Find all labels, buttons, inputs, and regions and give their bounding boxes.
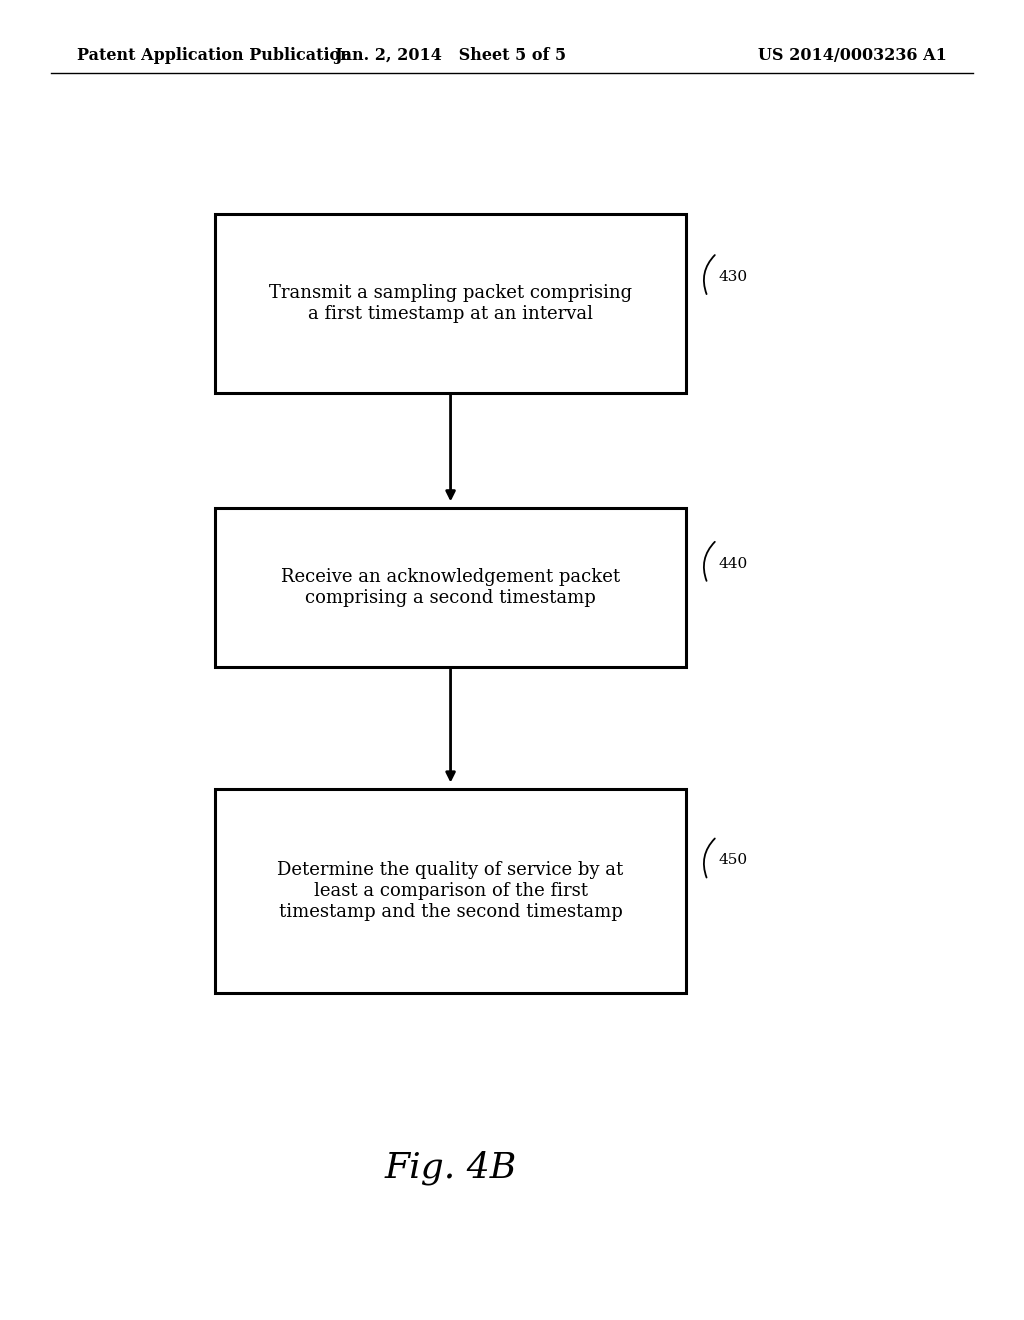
Text: Receive an acknowledgement packet
comprising a second timestamp: Receive an acknowledgement packet compri… <box>281 568 621 607</box>
Text: Jan. 2, 2014   Sheet 5 of 5: Jan. 2, 2014 Sheet 5 of 5 <box>335 48 566 63</box>
Bar <box>215 214 686 393</box>
Text: US 2014/0003236 A1: US 2014/0003236 A1 <box>759 48 947 63</box>
Text: Fig. 4B: Fig. 4B <box>384 1151 517 1185</box>
Text: Transmit a sampling packet comprising
a first timestamp at an interval: Transmit a sampling packet comprising a … <box>269 284 632 323</box>
Text: 430: 430 <box>719 269 748 284</box>
Bar <box>215 508 686 667</box>
Text: 440: 440 <box>719 557 749 570</box>
Text: Determine the quality of service by at
least a comparison of the first
timestamp: Determine the quality of service by at l… <box>278 861 624 921</box>
Text: 450: 450 <box>719 853 748 867</box>
Bar <box>215 789 686 993</box>
Text: Patent Application Publication: Patent Application Publication <box>77 48 351 63</box>
